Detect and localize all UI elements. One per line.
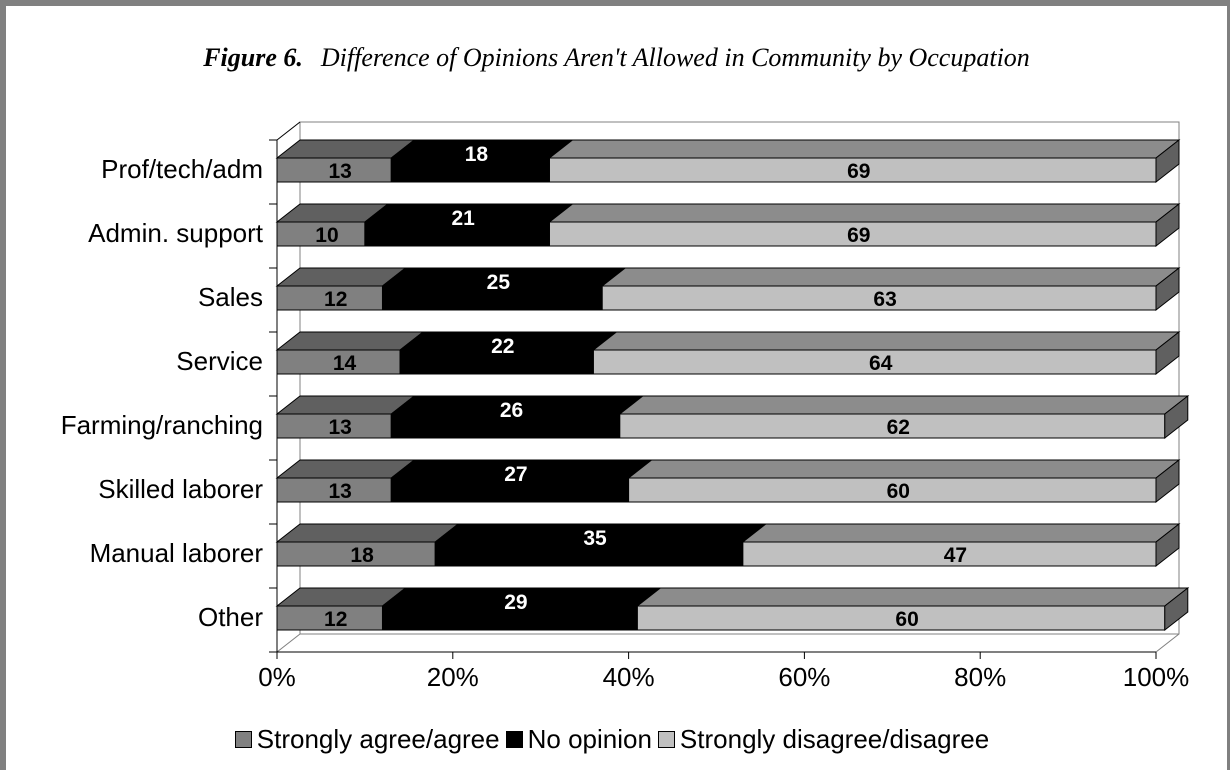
- figure-label: Figure 6.: [203, 43, 303, 72]
- bar-top-face: [548, 203, 1181, 223]
- category-label: Other: [198, 602, 263, 632]
- bar-segment: [276, 349, 401, 375]
- bar-top-face: [548, 139, 1181, 159]
- bar-top-face: [618, 395, 1190, 415]
- bar-segment: [276, 157, 392, 183]
- data-label: 10: [315, 224, 338, 247]
- bar-segment: [636, 605, 1166, 631]
- bar-side-face: [1155, 458, 1180, 504]
- bar-segment: [390, 157, 550, 183]
- bar-top-face: [275, 459, 416, 479]
- category-label: Admin. support: [88, 218, 264, 248]
- data-label: 35: [583, 527, 607, 550]
- legend-swatch-disagree: [657, 730, 675, 748]
- x-tick-label: 60%: [778, 662, 830, 692]
- data-label: 47: [944, 544, 967, 567]
- bar-segment: [276, 413, 392, 439]
- bar-segment: [619, 413, 1166, 439]
- bar-segment: [390, 477, 630, 503]
- x-tick-label: 80%: [954, 662, 1006, 692]
- legend-item-disagree: Strongly disagree/disagree: [657, 723, 990, 755]
- bar-side-face: [1155, 138, 1180, 184]
- bar-top-face: [741, 523, 1181, 543]
- legend-item-agree: Strongly agree/agree: [234, 723, 500, 755]
- data-label: 13: [328, 416, 351, 439]
- bar-segment: [276, 285, 383, 311]
- data-label: 27: [504, 463, 527, 486]
- category-label: Farming/ranching: [61, 410, 263, 440]
- data-label: 13: [328, 160, 351, 183]
- bar-side-face: [1155, 202, 1180, 248]
- chart-title: Figure 6. Difference of Opinions Aren't A…: [46, 38, 1187, 78]
- data-label: 60: [887, 480, 910, 503]
- bar-top-face: [275, 139, 416, 159]
- x-tick-label: 0%: [258, 662, 296, 692]
- bar-top-face: [635, 587, 1190, 607]
- floor-left-edge: [276, 633, 301, 653]
- category-label: Skilled laborer: [98, 474, 263, 504]
- x-tick-label: 40%: [603, 662, 655, 692]
- legend-swatch-agree: [234, 730, 252, 748]
- chart-legend: Strongly agree/agree No opinion Strongly…: [0, 722, 1230, 756]
- bar-side-face: [1155, 266, 1180, 312]
- back-wall: [299, 121, 1180, 653]
- data-label: 18: [350, 544, 374, 567]
- data-label: 64: [869, 352, 893, 375]
- category-label: Manual laborer: [90, 538, 264, 568]
- bar-segment: [742, 541, 1157, 567]
- legend-item-no-opinion: No opinion: [505, 723, 652, 755]
- data-label: 60: [895, 608, 918, 631]
- data-label: 25: [487, 271, 511, 294]
- category-label: Service: [176, 346, 263, 376]
- bar-top-face: [275, 523, 460, 543]
- bar-segment: [592, 349, 1157, 375]
- data-label: 69: [847, 224, 870, 247]
- legend-label-disagree: Strongly disagree/disagree: [679, 723, 990, 754]
- bar-segment: [390, 413, 621, 439]
- figure-title: Difference of Opinions Aren't Allowed in…: [320, 43, 1030, 72]
- data-label: 12: [324, 288, 347, 311]
- data-label: 63: [873, 288, 896, 311]
- bar-side-face: [1155, 522, 1180, 568]
- data-label: 13: [328, 480, 351, 503]
- bar-top-face: [275, 331, 425, 351]
- bar-side-face: [1155, 330, 1180, 376]
- legend-swatch-no-opinion: [505, 730, 523, 748]
- bar-segment: [628, 477, 1157, 503]
- data-label: 14: [333, 352, 357, 375]
- category-label: Prof/tech/adm: [101, 154, 263, 184]
- bar-segment: [364, 221, 550, 247]
- bar-segment: [276, 477, 392, 503]
- bar-top-face: [591, 331, 1181, 351]
- bar-segment: [381, 605, 638, 631]
- data-label: 12: [324, 608, 347, 631]
- legend-label-no-opinion: No opinion: [527, 723, 652, 754]
- bar-segment: [434, 541, 744, 567]
- data-label: 21: [452, 207, 476, 230]
- bar-segment: [548, 157, 1157, 183]
- y-axis-top-edge: [276, 121, 301, 141]
- bar-segment: [276, 541, 436, 567]
- category-label: Sales: [198, 282, 263, 312]
- data-label: 69: [847, 160, 870, 183]
- data-label: 22: [491, 335, 514, 358]
- data-label: 62: [887, 416, 910, 439]
- legend-label-agree: Strongly agree/agree: [256, 723, 500, 754]
- bar-segment: [276, 221, 366, 247]
- data-label: 26: [500, 399, 523, 422]
- bar-top-face: [600, 267, 1181, 287]
- data-label: 18: [465, 143, 489, 166]
- bar-side-face: [1164, 586, 1189, 632]
- x-tick-label: 20%: [427, 662, 479, 692]
- bar-top-face: [627, 459, 1181, 479]
- bar-segment: [399, 349, 594, 375]
- bar-top-face: [275, 395, 416, 415]
- data-label: 29: [504, 591, 527, 614]
- bar-side-face: [1164, 394, 1189, 440]
- x-tick-label: 100%: [1123, 662, 1190, 692]
